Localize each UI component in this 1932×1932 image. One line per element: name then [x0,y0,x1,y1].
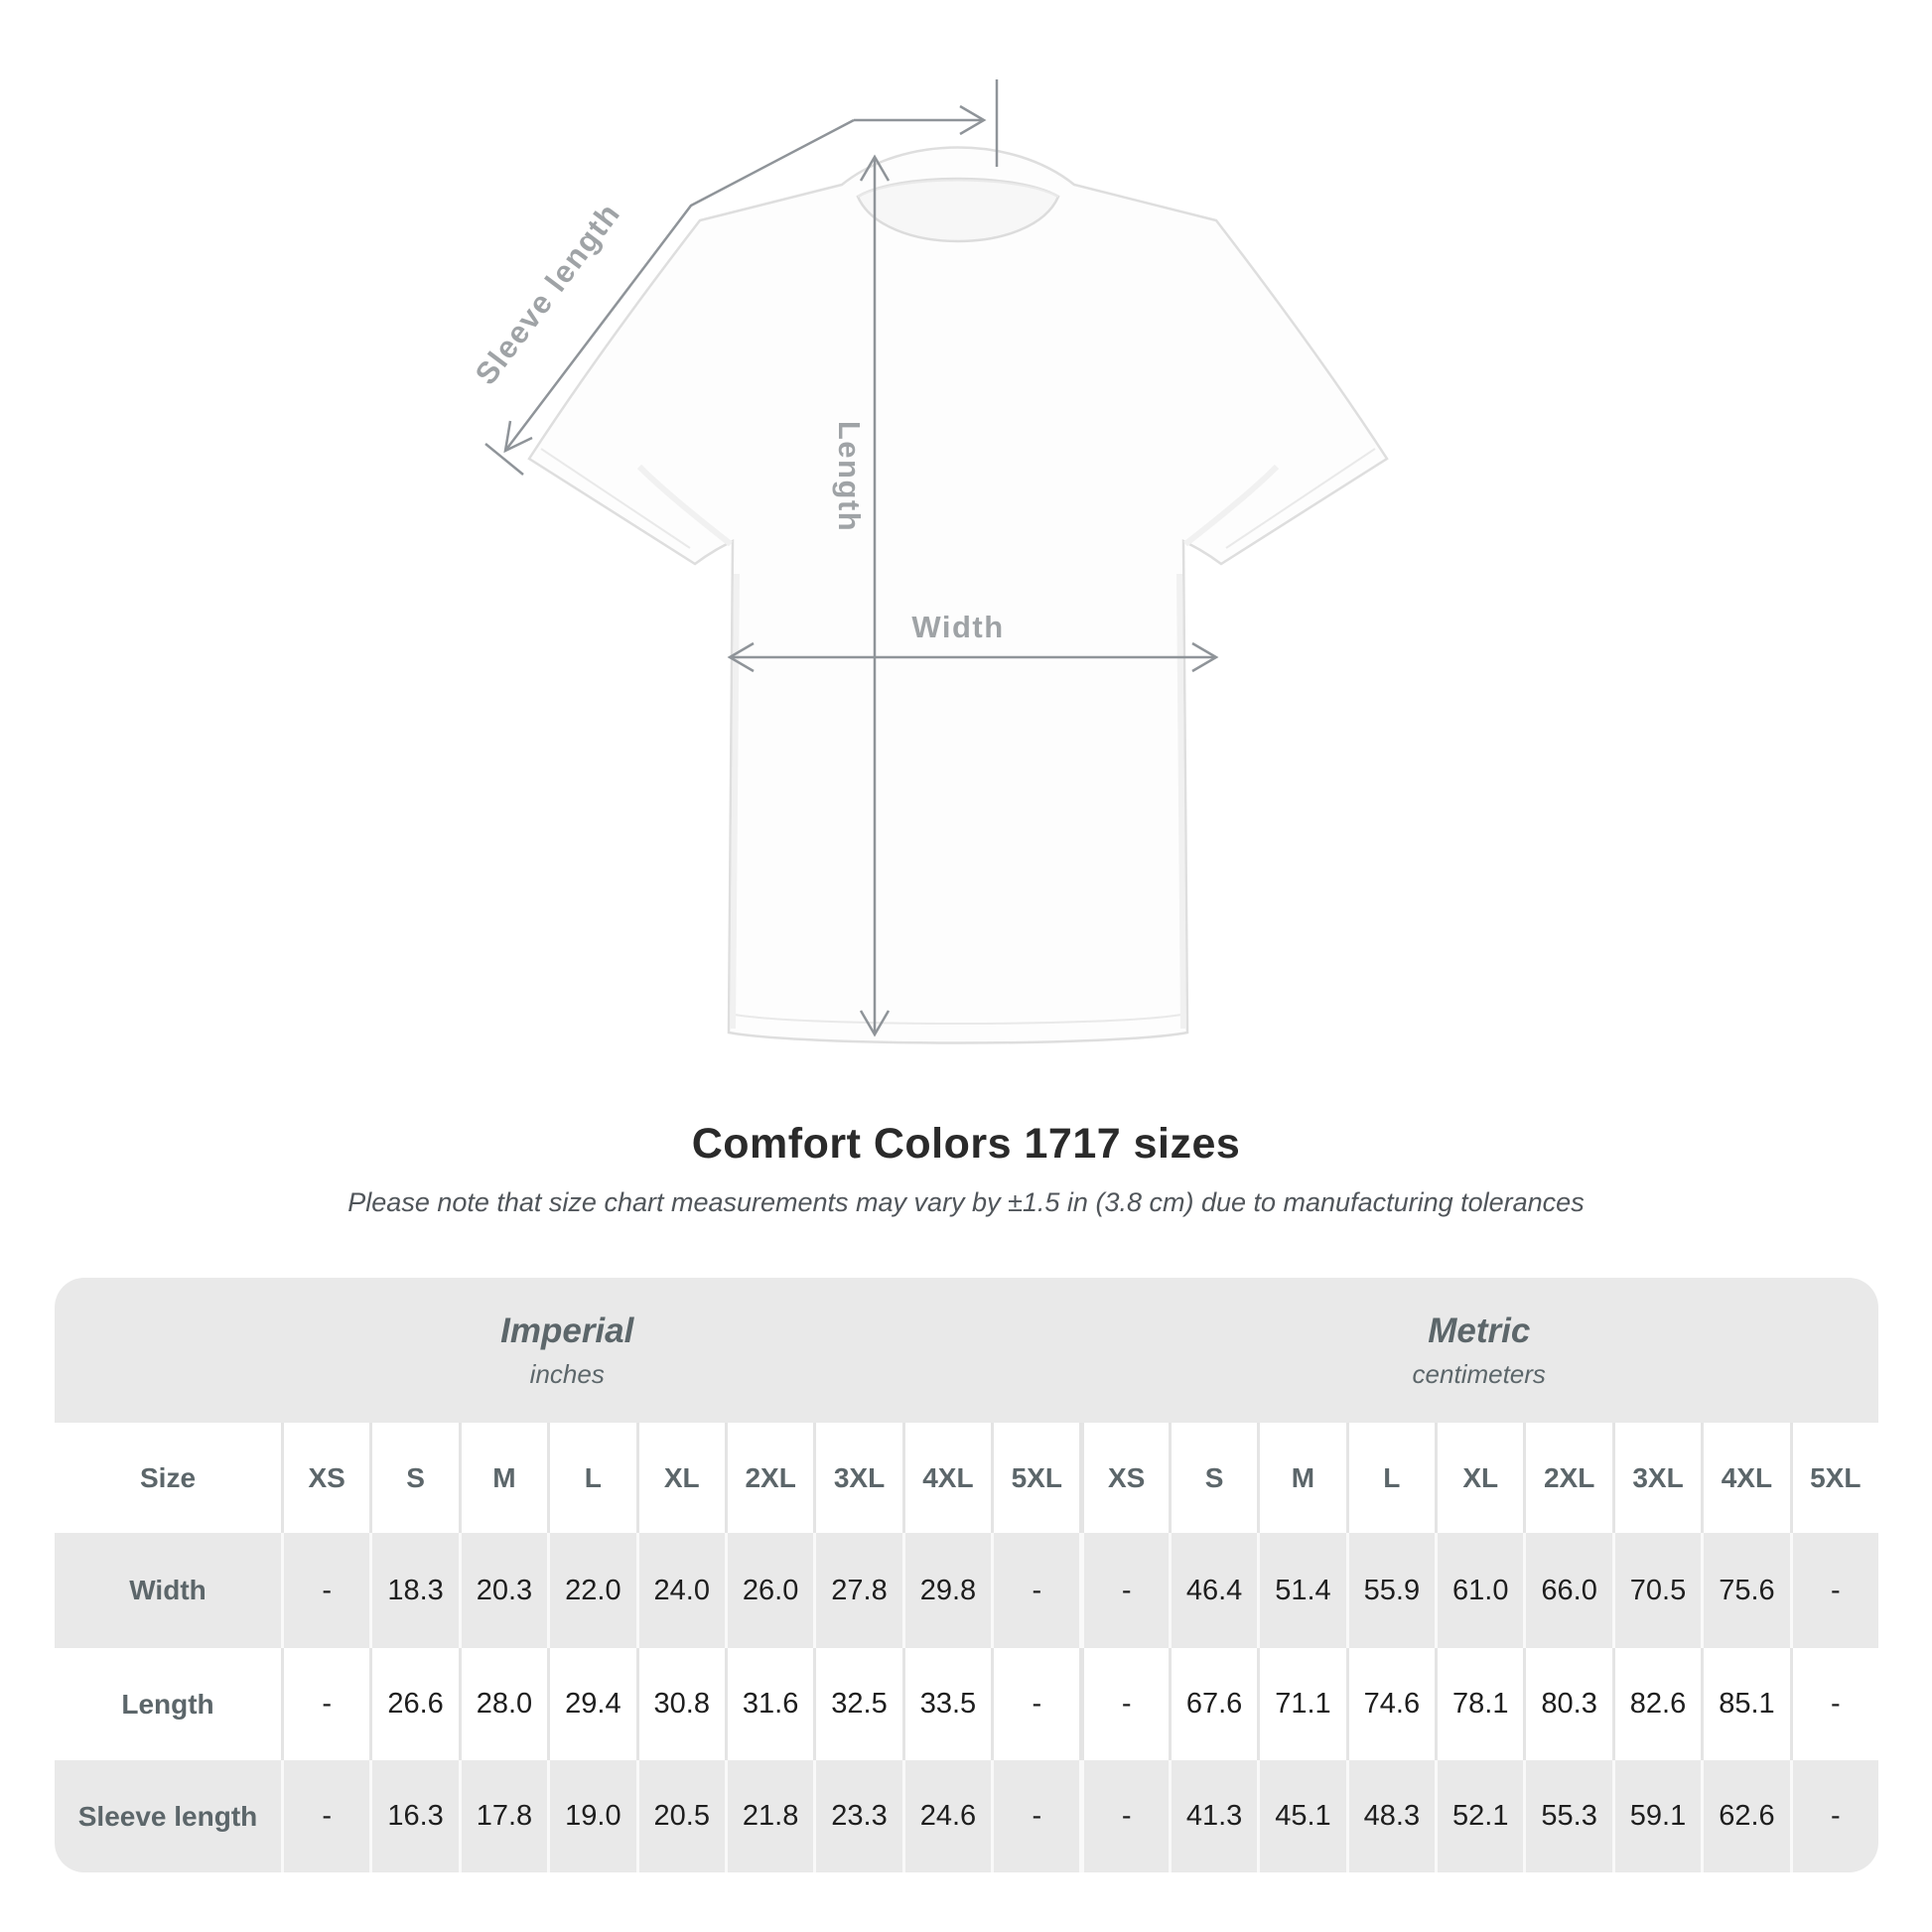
row-label: Length [55,1648,281,1760]
table-cell: 30.8 [635,1648,725,1760]
table-cell: 24.0 [635,1533,725,1648]
table-cell: 17.8 [458,1760,548,1872]
size-column-header: Size [55,1423,281,1533]
size-header: 4XL [1701,1423,1790,1533]
table-cell: 19.0 [547,1760,636,1872]
size-header: L [1345,1423,1436,1533]
table-cell: 85.1 [1701,1648,1790,1760]
table-cell: 29.8 [901,1533,992,1648]
table-cell: 27.8 [813,1533,902,1648]
table-cell: - [1079,1648,1169,1760]
table-cell: - [281,1760,370,1872]
collar [856,177,1060,243]
table-cell: 61.0 [1435,1533,1524,1648]
row-label: Sleeve length [55,1760,281,1872]
table-cell: - [991,1533,1080,1648]
table-cell: 55.9 [1345,1533,1436,1648]
length-label: Length [832,421,867,532]
table-cell: 70.5 [1611,1533,1702,1648]
size-header: XL [635,1423,725,1533]
unit-group-header: Imperial inches Metric centimeters [55,1278,1878,1423]
table-cell: 46.4 [1168,1533,1258,1648]
table-cell: 41.3 [1168,1760,1258,1872]
table-cell: - [1789,1533,1878,1648]
size-header: 5XL [991,1423,1080,1533]
table-row-sleeve-length: Sleeve length - 16.3 17.8 19.0 20.5 21.8… [55,1760,1878,1872]
table-cell: 26.6 [369,1648,459,1760]
size-header: S [1168,1423,1258,1533]
imperial-group-name: Imperial [500,1311,634,1350]
length-arrow [859,154,891,1037]
table-cell: - [991,1648,1080,1760]
table-cell: 20.3 [458,1533,548,1648]
size-header: XL [1435,1423,1524,1533]
size-header: XS [281,1423,370,1533]
table-cell: 51.4 [1257,1533,1346,1648]
table-cell: - [281,1648,370,1760]
table-cell: - [1789,1648,1878,1760]
size-header: 4XL [901,1423,992,1533]
table-cell: 16.3 [369,1760,459,1872]
table-cell: - [1079,1760,1169,1872]
table-row-length: Length - 26.6 28.0 29.4 30.8 31.6 32.5 3… [55,1648,1878,1760]
table-cell: 67.6 [1168,1648,1258,1760]
table-cell: 48.3 [1345,1760,1436,1872]
size-header: S [369,1423,459,1533]
table-cell: - [991,1760,1080,1872]
size-header: 5XL [1789,1423,1878,1533]
table-row-width: Width - 18.3 20.3 22.0 24.0 26.0 27.8 29… [55,1533,1878,1648]
metric-group-unit: centimeters [1412,1358,1546,1389]
size-header: 3XL [813,1423,902,1533]
size-header-row: Size XS S M L XL 2XL 3XL 4XL 5XL XS S M … [55,1423,1878,1533]
size-header: XS [1079,1423,1169,1533]
table-cell: 18.3 [369,1533,459,1648]
table-cell: 71.1 [1257,1648,1346,1760]
table-cell: 21.8 [724,1760,814,1872]
size-header: M [458,1423,548,1533]
size-header: 3XL [1611,1423,1702,1533]
table-cell: 75.6 [1701,1533,1790,1648]
table-cell: 32.5 [813,1648,902,1760]
table-cell: 45.1 [1257,1760,1346,1872]
table-cell: 82.6 [1611,1648,1702,1760]
table-cell: 78.1 [1435,1648,1524,1760]
width-label: Width [911,610,1004,644]
tshirt-measurement-diagram: Sleeve length Length Width [469,79,1389,1044]
sleeve-length-arrow [484,79,999,476]
size-header: 2XL [1523,1423,1612,1533]
size-header: M [1257,1423,1346,1533]
table-cell: - [1079,1533,1169,1648]
size-table: Imperial inches Metric centimeters Size … [55,1278,1878,1872]
table-cell: 22.0 [547,1533,636,1648]
table-cell: - [281,1533,370,1648]
metric-group-header: Metric centimeters [1080,1278,1879,1423]
table-cell: 74.6 [1345,1648,1436,1760]
page-title: Comfort Colors 1717 sizes [691,1120,1241,1168]
table-cell: 55.3 [1523,1760,1612,1872]
table-cell: 28.0 [458,1648,548,1760]
width-arrow [727,641,1219,673]
metric-group-name: Metric [1428,1311,1531,1350]
table-cell: 26.0 [724,1533,814,1648]
table-cell: 20.5 [635,1760,725,1872]
table-cell: 31.6 [724,1648,814,1760]
imperial-group-header: Imperial inches [55,1278,1080,1423]
table-cell: 33.5 [901,1648,992,1760]
table-cell: 24.6 [901,1760,992,1872]
row-label: Width [55,1533,281,1648]
tolerance-note: Please note that size chart measurements… [347,1187,1585,1217]
table-cell: 66.0 [1523,1533,1612,1648]
table-cell: - [1789,1760,1878,1872]
table-cell: 29.4 [547,1648,636,1760]
size-header: 2XL [724,1423,814,1533]
table-cell: 80.3 [1523,1648,1612,1760]
table-cell: 62.6 [1701,1760,1790,1872]
imperial-group-unit: inches [529,1358,605,1389]
table-cell: 52.1 [1435,1760,1524,1872]
tshirt-illustration [527,146,1389,1044]
table-cell: 59.1 [1611,1760,1702,1872]
table-cell: 23.3 [813,1760,902,1872]
size-header: L [547,1423,636,1533]
